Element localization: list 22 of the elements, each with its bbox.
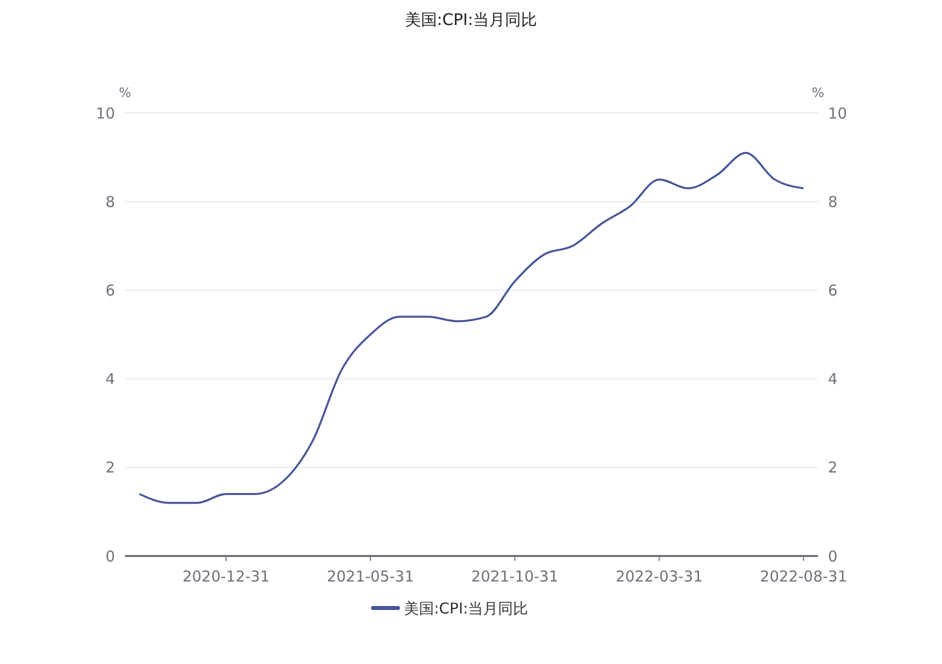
y-tick-label: 6	[105, 281, 115, 300]
x-tick-label: 2021-05-31	[326, 567, 414, 586]
y-tick-label: 8	[105, 192, 115, 211]
line-series	[138, 152, 805, 504]
y-axis-title: %	[118, 86, 132, 101]
x-tick-label: 2021-10-31	[471, 567, 558, 586]
y2-tick-label: 8	[828, 192, 838, 211]
x-tick-label: 2020-12-31	[182, 567, 270, 586]
legend-label: 美国:CPI:当月同比	[404, 599, 528, 618]
y-tick-label: 4	[105, 370, 115, 388]
y-tick-label: 10	[96, 104, 115, 122]
y-tick-label: 2	[105, 458, 115, 477]
y2-tick-label: 10	[828, 104, 848, 122]
y2-tick-label: 0	[828, 547, 838, 566]
y2-tick-label: 6	[828, 281, 838, 300]
y2-axis-title: %	[812, 86, 824, 101]
x-tick-label: 2022-03-31	[616, 567, 703, 586]
y-tick-label: 0	[105, 547, 115, 566]
y2-tick-label: 2	[828, 458, 838, 477]
x-tick-label: 2022-08-31	[760, 567, 848, 586]
chart-title: 美国:CPI:当月同比	[404, 10, 538, 29]
y2-tick-label: 4	[828, 370, 838, 388]
